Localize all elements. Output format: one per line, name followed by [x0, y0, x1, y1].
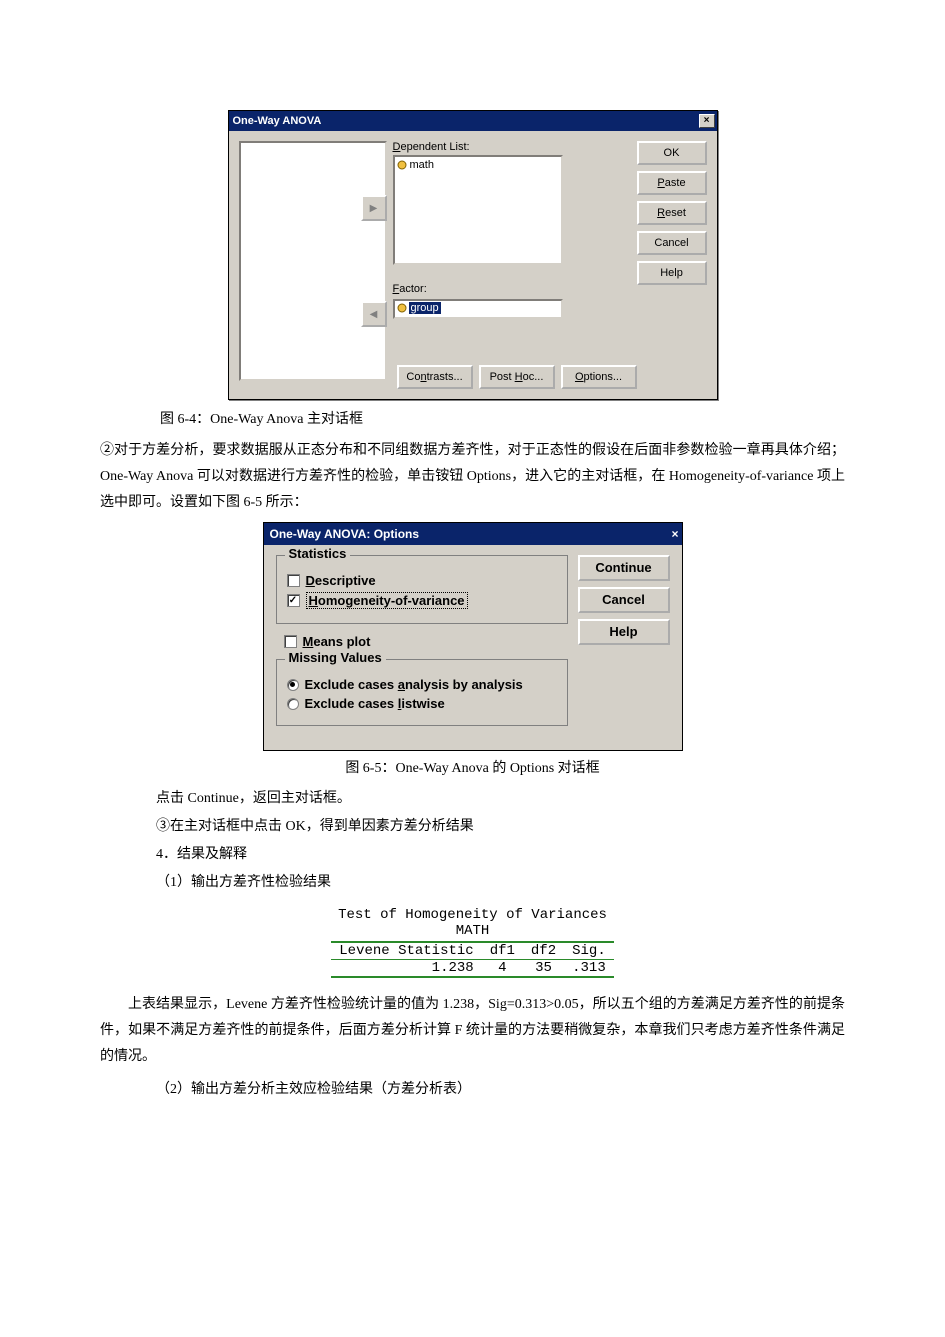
variable-name: math: [410, 159, 434, 171]
move-to-factor-button[interactable]: ◀: [361, 301, 387, 327]
table-title: Test of Homogeneity of Variances: [303, 907, 643, 923]
close-icon[interactable]: ×: [699, 114, 715, 128]
means-plot-checkbox-row[interactable]: Means plot: [284, 634, 568, 649]
dialog-title: One-Way ANOVA: [233, 115, 699, 127]
paragraph-2: ②对于方差分析，要求数据服从正态分布和不同组数据方差齐性，对于正态性的假设在后面…: [100, 438, 845, 516]
options-dialog: One-Way ANOVA: Options × Statistics Desc…: [263, 522, 683, 751]
step-3-text: ③在主对话框中点击 OK，得到单因素方差分析结果: [156, 813, 845, 841]
table-subtitle: MATH: [303, 923, 643, 939]
table-header: df1: [482, 942, 523, 960]
paragraph-results: 上表结果显示，Levene 方差齐性检验统计量的值为 1.238，Sig=0.3…: [100, 992, 845, 1070]
list-item[interactable]: math: [397, 159, 559, 171]
cancel-button[interactable]: Cancel: [637, 231, 707, 255]
checkbox-label: Descriptive: [306, 573, 376, 588]
move-to-dependent-button[interactable]: ▶: [361, 195, 387, 221]
figure-caption-6-4: 图 6-4：One-Way Anova 主对话框: [160, 408, 845, 428]
radio-icon[interactable]: [287, 679, 299, 691]
help-button[interactable]: Help: [637, 261, 707, 285]
dialog-title: One-Way ANOVA: Options: [270, 527, 672, 541]
cancel-button[interactable]: Cancel: [578, 587, 670, 613]
arrow-right-icon: ▶: [370, 203, 378, 214]
radio-icon[interactable]: [287, 698, 299, 710]
help-button[interactable]: Help: [578, 619, 670, 645]
checkbox-label: Homogeneity-of-variance: [306, 592, 468, 609]
statistics-groupbox: Statistics Descriptive ✓ Homogeneity-of-…: [276, 555, 568, 624]
reset-button[interactable]: Reset: [637, 201, 707, 225]
dependent-listbox[interactable]: math: [393, 155, 563, 265]
dialog-titlebar: One-Way ANOVA ×: [229, 111, 717, 131]
checkbox-label: Means plot: [303, 634, 371, 649]
groupbox-title: Statistics: [285, 546, 351, 561]
checkbox-icon[interactable]: ✓: [287, 594, 300, 607]
ok-button[interactable]: OK: [637, 141, 707, 165]
step-continue-text: 点击 Continue，返回主对话框。: [156, 785, 845, 813]
dialog-titlebar: One-Way ANOVA: Options ×: [264, 523, 682, 545]
table-header: Levene Statistic: [331, 942, 481, 960]
homogeneity-checkbox-row[interactable]: ✓ Homogeneity-of-variance: [287, 592, 557, 609]
factor-value: group: [409, 302, 441, 314]
table-cell: 1.238: [331, 960, 481, 978]
checkbox-icon[interactable]: [287, 574, 300, 587]
descriptive-checkbox-row[interactable]: Descriptive: [287, 573, 557, 588]
factor-field[interactable]: group: [393, 299, 563, 319]
exclude-listwise-radio[interactable]: Exclude cases listwise: [287, 696, 557, 711]
variables-listbox[interactable]: [239, 141, 387, 381]
radio-label: Exclude cases listwise: [305, 696, 445, 711]
step-4-1-text: （1）输出方差齐性检验结果: [156, 869, 845, 897]
figure-caption-6-5: 图 6-5：One-Way Anova 的 Options 对话框: [100, 757, 845, 777]
step-4-heading: 4．结果及解释: [156, 841, 845, 869]
table-header: Sig.: [564, 942, 614, 960]
factor-label: Factor:: [393, 283, 631, 295]
table-header: df2: [523, 942, 564, 960]
exclude-analysis-radio[interactable]: Exclude cases analysis by analysis: [287, 677, 557, 692]
radio-label: Exclude cases analysis by analysis: [305, 677, 523, 692]
posthoc-button[interactable]: Post Hoc...: [479, 365, 555, 389]
table-cell: 35: [523, 960, 564, 978]
step-4-2-text: （2）输出方差分析主效应检验结果（方差分析表）: [156, 1076, 845, 1104]
groupbox-title: Missing Values: [285, 650, 386, 665]
levene-test-table: Test of Homogeneity of Variances MATH Le…: [303, 907, 643, 978]
variable-icon: [397, 303, 407, 313]
arrow-left-icon: ◀: [370, 309, 378, 320]
missing-values-groupbox: Missing Values Exclude cases analysis by…: [276, 659, 568, 726]
continue-button[interactable]: Continue: [578, 555, 670, 581]
options-button[interactable]: Options...: [561, 365, 637, 389]
paste-button[interactable]: Paste: [637, 171, 707, 195]
table-cell: .313: [564, 960, 614, 978]
variable-icon: [397, 160, 407, 170]
close-icon[interactable]: ×: [671, 527, 678, 541]
table-cell: 4: [482, 960, 523, 978]
contrasts-button[interactable]: Contrasts...: [397, 365, 473, 389]
oneway-anova-dialog: One-Way ANOVA × ▶ Dependent List: math: [228, 110, 718, 400]
checkbox-icon[interactable]: [284, 635, 297, 648]
dependent-list-label: Dependent List:: [393, 141, 631, 153]
